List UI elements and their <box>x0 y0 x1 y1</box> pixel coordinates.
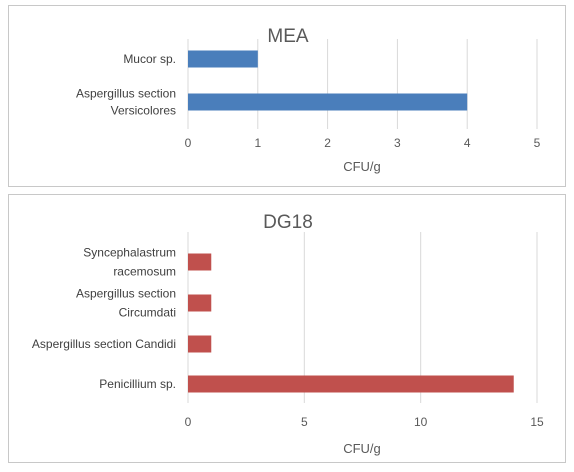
category-label: racemosum <box>113 265 176 279</box>
bar <box>188 253 212 271</box>
category-label: Circumdati <box>119 306 176 320</box>
category-label: Aspergillus section <box>76 287 176 301</box>
x-tick-label: 15 <box>530 415 544 429</box>
bar <box>188 93 468 111</box>
x-tick-label: 0 <box>185 415 192 429</box>
x-tick-label: 10 <box>414 415 428 429</box>
x-tick-label: 5 <box>534 136 541 150</box>
mea-chart-panel: MEA Mucor sp. Aspergillus section Versicol… <box>8 5 566 187</box>
dg18-chart: DG18 Syncephalastrum racemosum Aspergillus… <box>32 212 544 456</box>
category-label: Versicolores <box>111 104 176 118</box>
bar <box>188 50 258 68</box>
bar <box>188 335 212 353</box>
category-label: Aspergillus section Candidi <box>32 337 176 351</box>
mea-chart: MEA Mucor sp. Aspergillus section Versicol… <box>76 26 541 174</box>
category-label: Penicillium sp. <box>99 377 176 391</box>
x-axis-label: CFU/g <box>343 441 381 456</box>
category-label: Syncephalastrum <box>83 246 176 260</box>
chart-title: DG18 <box>263 212 313 233</box>
category-label: Aspergillus section <box>76 87 176 101</box>
bar <box>188 375 514 393</box>
x-tick-label: 2 <box>324 136 331 150</box>
chart-title: MEA <box>267 26 309 47</box>
x-tick-label: 3 <box>394 136 401 150</box>
x-axis-label: CFU/g <box>343 159 381 174</box>
x-tick-label: 0 <box>185 136 192 150</box>
x-tick-label: 1 <box>254 136 261 150</box>
category-label: Mucor sp. <box>123 52 176 66</box>
bar <box>188 294 212 312</box>
x-tick-label: 4 <box>464 136 471 150</box>
dg18-chart-panel: DG18 Syncephalastrum racemosum Aspergillus… <box>8 194 566 463</box>
x-tick-label: 5 <box>301 415 308 429</box>
